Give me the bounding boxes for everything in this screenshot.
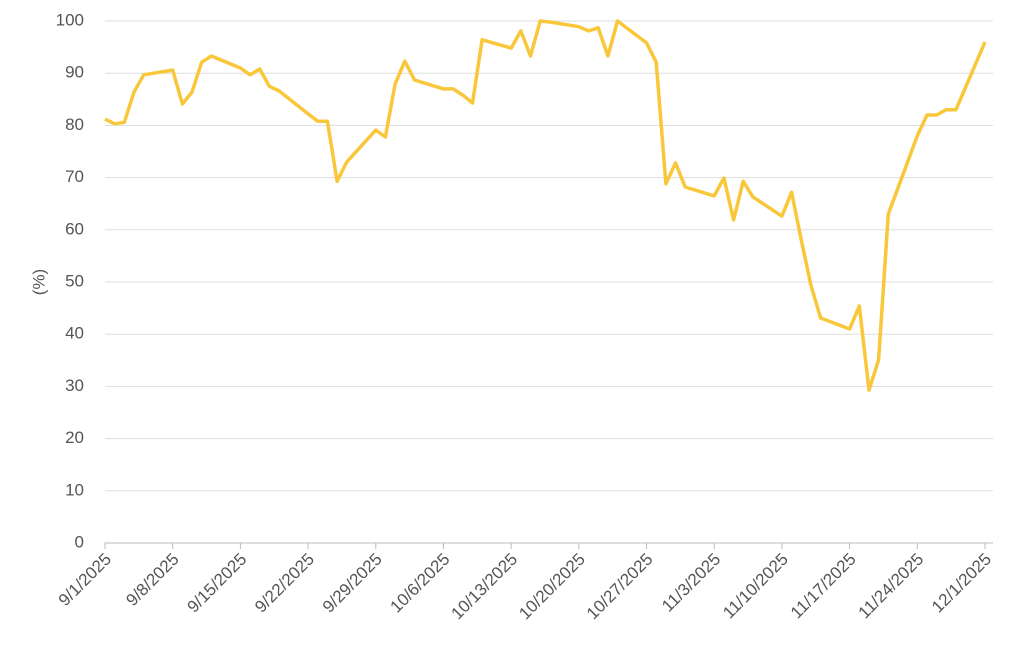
y-tick-label: 0 [75, 532, 84, 551]
x-tick-label: 9/22/2025 [251, 550, 318, 617]
x-tick-label: 10/20/2025 [515, 550, 589, 624]
x-tick-label: 10/13/2025 [448, 550, 522, 624]
y-tick-label: 70 [65, 167, 84, 186]
x-tick-label: 9/15/2025 [183, 550, 250, 617]
y-tick-label: 30 [65, 376, 84, 395]
y-axis-label: (%) [29, 269, 48, 295]
x-tick-label: 11/17/2025 [787, 550, 860, 623]
x-tick-label: 11/3/2025 [658, 550, 724, 616]
x-tick-label: 10/27/2025 [583, 550, 657, 624]
x-tick-label: 12/1/2025 [928, 550, 995, 617]
x-tick-label: 9/1/2025 [55, 550, 115, 610]
y-tick-label: 10 [65, 480, 84, 499]
y-tick-label: 50 [65, 271, 84, 290]
x-tick-label: 11/10/2025 [719, 550, 792, 623]
y-tick-label: 20 [65, 428, 84, 447]
y-tick-label: 40 [65, 324, 84, 343]
y-tick-label: 100 [56, 10, 84, 29]
x-tick-label: 9/29/2025 [319, 550, 386, 617]
x-tick-label: 9/8/2025 [122, 550, 182, 610]
line [104, 19, 987, 392]
y-tick-label: 60 [65, 219, 84, 238]
x-tick-label: 10/6/2025 [387, 550, 454, 617]
y-tick-label: 80 [65, 115, 84, 134]
x-tick-label: 11/24/2025 [855, 550, 928, 623]
y-tick-label: 90 [65, 63, 84, 82]
